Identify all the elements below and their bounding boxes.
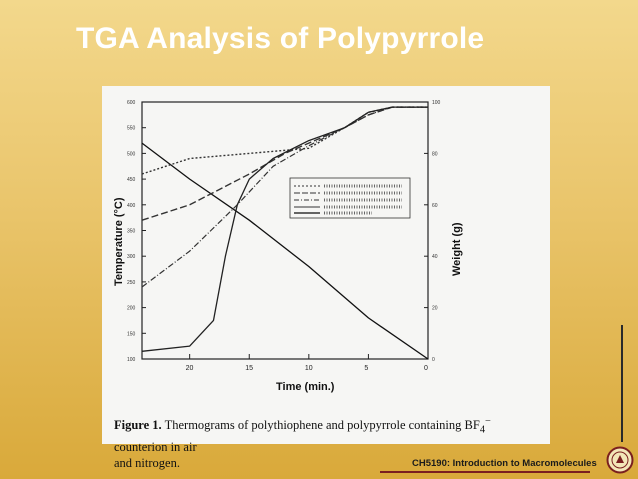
x-tick-label: 5	[364, 365, 368, 372]
x-axis-label: Time (min.)	[276, 381, 335, 393]
caption-superscript: −	[485, 416, 491, 427]
y-left-tick-label: 200	[127, 306, 136, 312]
footer-course-name: CH5190: Introduction to Macromolecules	[412, 458, 597, 469]
y-left-tick-label: 450	[127, 177, 136, 183]
caption-subscript: 4	[479, 424, 486, 436]
y-left-tick-label: 250	[127, 280, 136, 286]
series-line-1	[141, 142, 429, 360]
y-left-tick-label: 350	[127, 229, 136, 235]
legend	[289, 177, 411, 219]
slide-title: TGA Analysis of Polypyrrole	[76, 22, 485, 55]
y-right-tick-label: 20	[432, 306, 438, 312]
y-left-tick-label: 600	[127, 100, 136, 106]
plot-frame	[141, 101, 429, 360]
y-left-axis-label: Temperature (°C)	[113, 197, 125, 286]
x-tick-label: 20	[186, 365, 194, 372]
caption-line2: and nitrogen.	[114, 455, 180, 470]
institute-seal-icon	[606, 446, 634, 474]
tga-chart: Time (min.) Temperature (°C) Weight (g) …	[113, 100, 463, 393]
y-left-tick-label: 500	[127, 151, 136, 157]
series-line-4	[141, 106, 428, 288]
y-left-tick-label: 100	[127, 357, 136, 363]
footer-underline	[380, 471, 590, 473]
y-right-tick-label: 40	[432, 254, 438, 260]
caption-tail: counterion in air	[114, 439, 197, 454]
figure-caption: Figure 1. Thermograms of polythiophene a…	[114, 414, 544, 471]
y-right-tick-label: 80	[432, 151, 438, 157]
x-tick-label: 15	[245, 365, 253, 372]
x-tick-label: 0	[424, 365, 428, 372]
y-right-axis-label: Weight (g)	[451, 222, 463, 276]
caption-label: Figure 1.	[114, 418, 162, 433]
series-line-3	[141, 106, 428, 221]
y-left-tick-label: 300	[127, 254, 136, 260]
series-line-2	[141, 106, 428, 175]
y-right-tick-label: 60	[432, 203, 438, 209]
decorative-divider	[621, 325, 623, 442]
y-right-tick-label: 0	[432, 357, 435, 363]
y-left-tick-label: 150	[127, 331, 136, 337]
x-tick-label: 10	[305, 365, 313, 372]
series-line-5	[141, 106, 428, 352]
caption-text: Thermograms of polythiophene and polypyr…	[164, 418, 480, 433]
figure-image: Time (min.) Temperature (°C) Weight (g) …	[102, 86, 550, 470]
y-right-tick-label: 100	[432, 100, 441, 106]
y-left-tick-label: 550	[127, 126, 136, 132]
y-left-tick-label: 400	[127, 203, 136, 209]
